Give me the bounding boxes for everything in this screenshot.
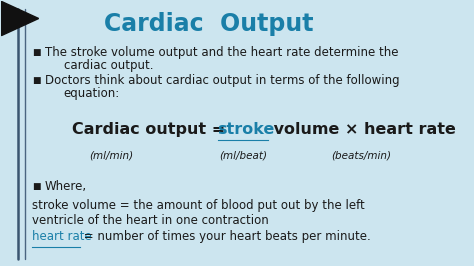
Text: ■: ■ <box>32 182 41 192</box>
Text: (ml/min): (ml/min) <box>89 150 133 160</box>
Text: ■: ■ <box>32 48 41 57</box>
Text: stroke: stroke <box>218 122 275 136</box>
Text: Where,: Where, <box>45 180 87 193</box>
Text: ■: ■ <box>32 76 41 85</box>
Text: (ml/beat): (ml/beat) <box>219 150 267 160</box>
Polygon shape <box>1 1 39 36</box>
Text: The stroke volume output and the heart rate determine the: The stroke volume output and the heart r… <box>45 46 398 59</box>
Text: stroke volume = the amount of blood put out by the left: stroke volume = the amount of blood put … <box>32 199 365 212</box>
Text: (beats/min): (beats/min) <box>332 150 392 160</box>
Text: heart rate: heart rate <box>32 230 92 243</box>
Text: Doctors think about cardiac output in terms of the following: Doctors think about cardiac output in te… <box>45 74 400 87</box>
Text: equation:: equation: <box>64 87 120 100</box>
Text: cardiac output.: cardiac output. <box>64 59 153 72</box>
Text: = number of times your heart beats per minute.: = number of times your heart beats per m… <box>80 230 371 243</box>
Text: volume × heart rate: volume × heart rate <box>268 122 456 136</box>
Text: ventricle of the heart in one contraction: ventricle of the heart in one contractio… <box>32 214 269 227</box>
Text: Cardiac  Output: Cardiac Output <box>104 12 313 36</box>
Text: Cardiac output =: Cardiac output = <box>72 122 231 136</box>
